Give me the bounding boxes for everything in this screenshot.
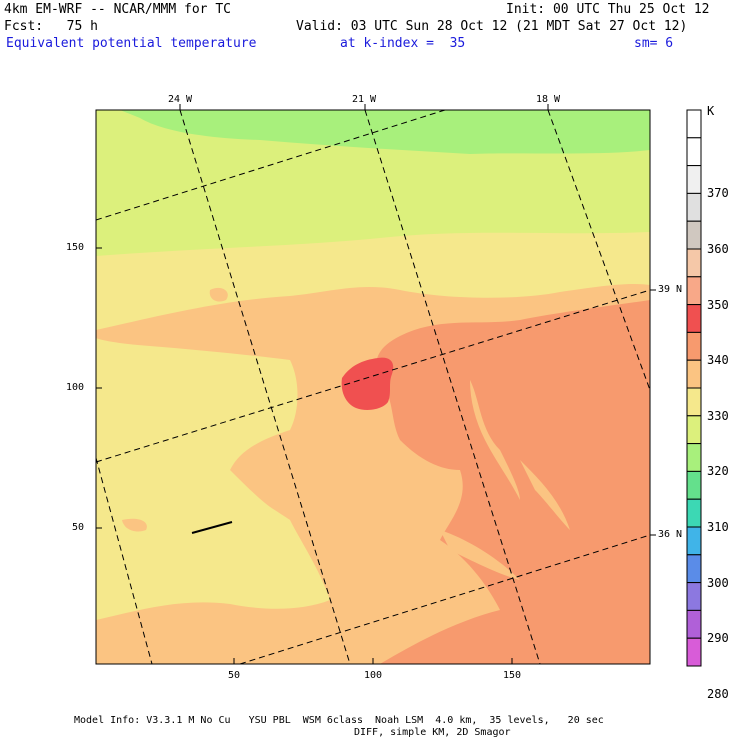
colorbar-unit: K [707, 104, 715, 118]
colorbar-label: 340 [707, 353, 729, 368]
colorbar [686, 109, 702, 667]
lat-label: 39 N [658, 284, 683, 295]
colorbar-swatch [686, 165, 702, 194]
x-tick-label: 150 [503, 670, 522, 681]
colorbar-swatch [686, 192, 702, 222]
colorbar-label: 290 [707, 631, 729, 646]
colorbar-swatch [686, 470, 702, 500]
colorbar-label: 300 [707, 575, 729, 590]
model-info: Model Info: V3.3.1 M No Cu YSU PBL WSM 6… [74, 715, 604, 726]
y-tick-label: 50 [72, 522, 85, 533]
colorbar-label: 320 [707, 464, 729, 479]
model-info-2: DIFF, simple KM, 2D Smagor [354, 727, 511, 738]
colorbar-swatch [686, 304, 702, 333]
level-info: at k-index = 35 [340, 36, 466, 51]
init-time: Init: 00 UTC Thu 25 Oct 12 [506, 2, 710, 17]
colorbar-swatch [686, 220, 702, 250]
colorbar-swatch [686, 637, 702, 667]
graticule [96, 110, 650, 664]
colorbar-label: 370 [707, 186, 729, 201]
colorbar-swatch [686, 359, 702, 389]
colorbar-swatch [686, 443, 702, 472]
theta-e-field [96, 110, 650, 664]
colorbar-swatch [686, 331, 702, 361]
colorbar-swatch [686, 526, 702, 556]
model-title: 4km EM-WRF -- NCAR/MMM for TC [4, 2, 231, 17]
forecast-hour: Fcst: 75 h [4, 19, 98, 34]
lat-label: 36 N [658, 529, 683, 540]
colorbar-swatch [686, 137, 702, 167]
colorbar-swatch [686, 387, 702, 417]
colorbar-swatch [686, 109, 702, 139]
colorbar-swatch [686, 276, 702, 306]
valid-time: Valid: 03 UTC Sun 28 Oct 12 (21 MDT Sat … [296, 19, 688, 34]
colorbar-label: 280 [707, 686, 729, 701]
colorbar-label: 310 [707, 520, 729, 534]
lon-label: 21 W [352, 94, 377, 105]
colorbar-swatch [686, 582, 702, 611]
colorbar-swatch [686, 609, 702, 639]
lon-label: 18 W [536, 94, 561, 105]
y-tick-label: 100 [66, 382, 85, 393]
colorbar-swatch [686, 498, 702, 528]
colorbar-swatch [686, 415, 702, 445]
colorbar-label: 330 [707, 408, 729, 423]
smoothing-info: sm= 6 [634, 36, 674, 51]
colorbar-label: 360 [707, 242, 729, 256]
x-tick-label: 100 [364, 670, 383, 681]
colorbar-swatch [686, 554, 702, 584]
x-tick-label: 50 [228, 670, 241, 681]
y-tick-label: 150 [66, 242, 85, 253]
colorbar-swatch [686, 248, 702, 278]
field-name: Equivalent potential temperature [6, 36, 257, 51]
lon-label: 24 W [168, 94, 193, 105]
colorbar-label: 350 [707, 297, 729, 312]
